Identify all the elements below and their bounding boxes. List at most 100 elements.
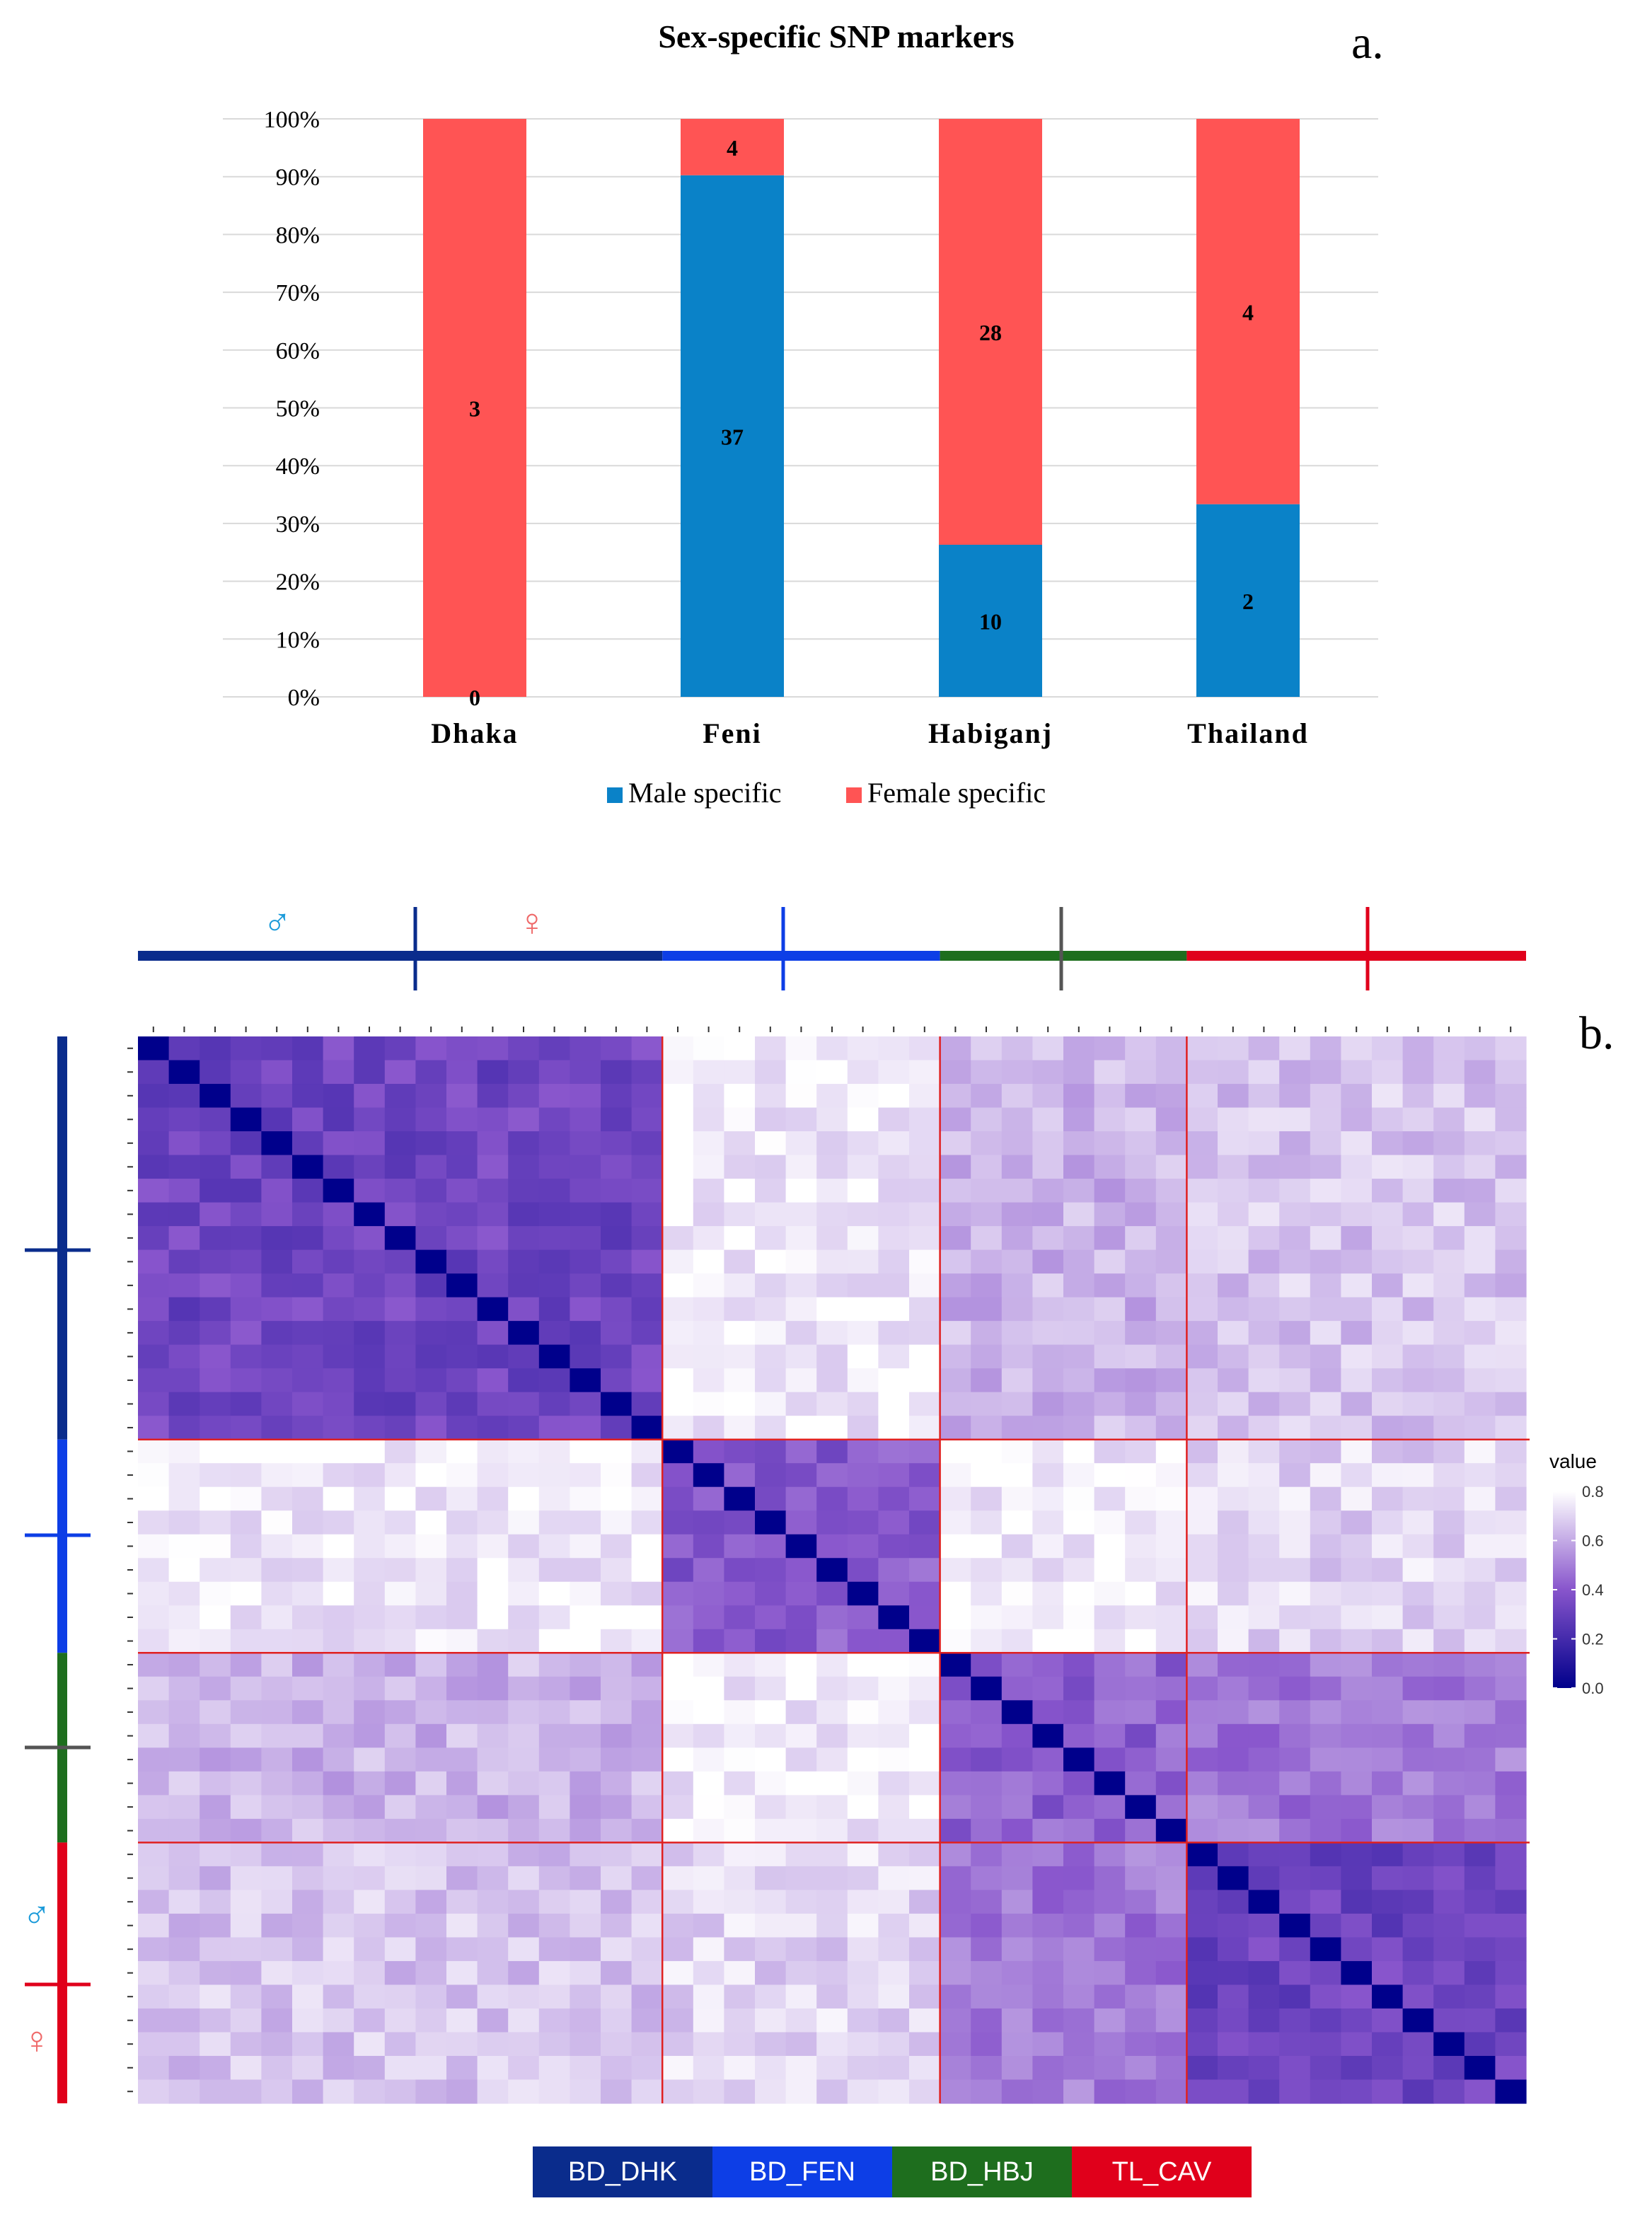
heatmap-cell — [1155, 1937, 1187, 1962]
heatmap-cell — [261, 1653, 293, 1677]
colorbar-tick-label: 0.4 — [1582, 1581, 1604, 1599]
heatmap-cell — [477, 1723, 509, 1748]
heatmap-cell — [1125, 1581, 1157, 1606]
heatmap-cell — [1125, 1558, 1157, 1583]
heatmap-cell — [1464, 1984, 1496, 2009]
heatmap-cell — [1310, 1107, 1341, 1132]
heatmap-cell — [570, 1084, 601, 1109]
heatmap-cell — [570, 1131, 601, 1156]
heatmap-cell — [631, 1226, 663, 1251]
group-legend-label: BD_DHK — [568, 2157, 677, 2187]
heatmap-cell — [1186, 1344, 1218, 1369]
heatmap-cell — [446, 1771, 478, 1796]
heatmap-cell — [601, 1676, 633, 1701]
heatmap-cell — [168, 1249, 200, 1274]
heatmap-cell — [1186, 2055, 1218, 2081]
y-tick-label: 80% — [276, 222, 320, 248]
heatmap-cell — [940, 1795, 971, 1820]
heatmap-cell — [693, 2055, 724, 2081]
heatmap-cell — [1495, 1937, 1527, 1962]
heatmap-cell — [1464, 1581, 1496, 1606]
heatmap-cell — [1218, 1818, 1249, 1843]
heatmap-cell — [570, 1249, 601, 1274]
heatmap-cell — [1433, 1392, 1465, 1416]
heatmap-cell — [1279, 1629, 1311, 1653]
heatmap-cell — [1032, 1202, 1064, 1227]
heatmap-cell — [785, 1913, 817, 1938]
heatmap-cell — [971, 1202, 1003, 1227]
heatmap-cell — [323, 1913, 354, 1938]
heatmap-cell — [1495, 1842, 1527, 1867]
heatmap-cell — [1464, 1913, 1496, 1938]
heatmap-cell — [1094, 1937, 1126, 1962]
heatmap-cell — [724, 1202, 756, 1227]
heatmap-cell — [816, 1510, 848, 1535]
heatmap-cell — [323, 1795, 354, 1820]
heatmap-cell — [724, 1368, 756, 1393]
heatmap-cell — [971, 1036, 1003, 1061]
heatmap-cell — [477, 1297, 509, 1322]
heatmap-cell — [1001, 1179, 1033, 1203]
heatmap-cell — [971, 1700, 1003, 1725]
heatmap-cell — [323, 1131, 354, 1156]
heatmap-cell — [909, 1960, 941, 1986]
heatmap-cell — [1001, 1321, 1033, 1346]
heatmap-cell — [662, 1155, 694, 1179]
heatmap-cell — [1433, 1723, 1465, 1748]
heatmap-cell — [415, 1629, 447, 1653]
heatmap-cell — [1155, 1155, 1187, 1179]
heatmap-cell — [1310, 2055, 1341, 2081]
heatmap-cell — [508, 1605, 540, 1630]
heatmap-cell — [1063, 1581, 1095, 1606]
heatmap-cell — [446, 1249, 478, 1274]
heatmap-cell — [508, 1392, 540, 1416]
heatmap-cell — [878, 1226, 910, 1251]
heatmap-cell — [1125, 1179, 1157, 1203]
heatmap-cell — [415, 1984, 447, 2009]
heatmap-cell — [1495, 1723, 1527, 1748]
heatmap-cell — [1125, 1273, 1157, 1298]
heatmap-cell — [138, 1202, 170, 1227]
heatmap-cell — [631, 1534, 663, 1559]
heatmap-cell — [538, 1155, 570, 1179]
heatmap-cell — [384, 1581, 416, 1606]
heatmap-cell — [230, 1629, 262, 1653]
heatmap-cell — [1094, 1321, 1126, 1346]
heatmap-cell — [477, 1439, 509, 1464]
heatmap-cell — [1125, 1392, 1157, 1416]
heatmap-cell — [909, 1344, 941, 1369]
heatmap-cell — [693, 2032, 724, 2057]
heatmap-cell — [755, 1629, 787, 1653]
heatmap-cell — [601, 1226, 633, 1251]
heatmap-cell — [662, 1368, 694, 1393]
heatmap-cell — [446, 1960, 478, 1986]
heatmap-cell — [477, 1581, 509, 1606]
heatmap-cell — [384, 1249, 416, 1274]
heatmap-cell — [538, 2032, 570, 2057]
heatmap-cell — [570, 1842, 601, 1867]
heatmap-cell — [446, 1107, 478, 1132]
heatmap-cell — [1218, 1321, 1249, 1346]
heatmap-cell — [261, 1486, 293, 1511]
heatmap-cell — [1372, 2032, 1404, 2057]
heatmap-cell — [538, 1937, 570, 1962]
heatmap-cell — [230, 1605, 262, 1630]
heatmap-cell — [415, 1771, 447, 1796]
heatmap-cell — [1248, 1297, 1280, 1322]
heatmap-cell — [1464, 1297, 1496, 1322]
heatmap-cell — [323, 1700, 354, 1725]
heatmap-cell — [785, 2032, 817, 2057]
heatmap-cell — [693, 1653, 724, 1677]
heatmap-cell — [1464, 1463, 1496, 1488]
heatmap-cell — [1094, 1629, 1126, 1653]
heatmap-cell — [1279, 2008, 1311, 2033]
heatmap-cell — [230, 1297, 262, 1322]
heatmap-cell — [1248, 1700, 1280, 1725]
heatmap-cell — [1433, 1747, 1465, 1772]
heatmap-cell — [261, 1558, 293, 1583]
heatmap-cell — [1218, 1984, 1249, 2009]
heatmap-cell — [940, 1439, 971, 1464]
heatmap-cell — [755, 1249, 787, 1274]
heatmap-cell — [1063, 1107, 1095, 1132]
heatmap-cell — [1218, 1036, 1249, 1061]
